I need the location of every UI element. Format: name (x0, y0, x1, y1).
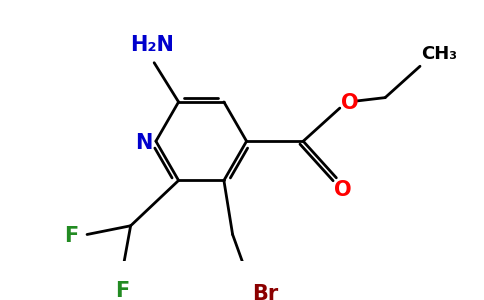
Text: Br: Br (253, 284, 279, 300)
Text: CH₃: CH₃ (421, 45, 457, 63)
Text: O: O (342, 93, 359, 113)
Text: O: O (334, 180, 352, 200)
Text: N: N (135, 133, 152, 153)
Text: F: F (115, 281, 129, 300)
Text: F: F (64, 226, 78, 246)
Text: H₂N: H₂N (131, 35, 174, 55)
